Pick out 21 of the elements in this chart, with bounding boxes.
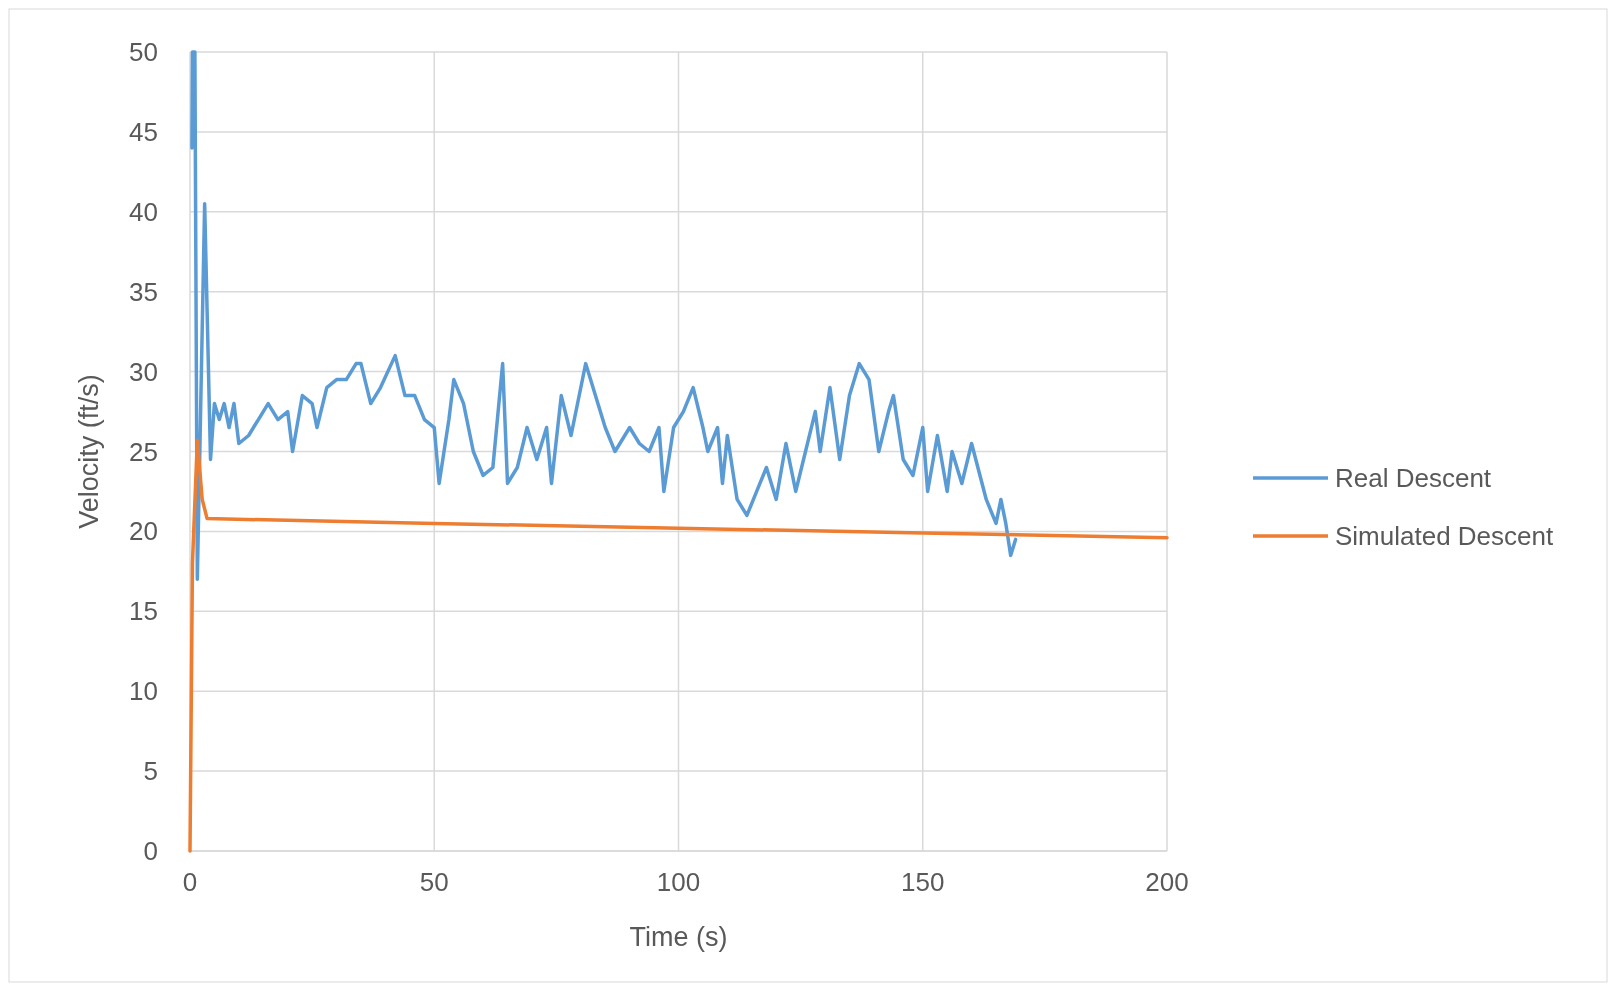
y-axis-title: Velocity (ft/s) [74,374,104,529]
y-tick-label: 20 [129,516,158,547]
y-tick-label: 50 [129,37,158,67]
x-tick-label: 100 [656,867,701,897]
x-tick-label: 50 [419,867,449,897]
y-tick-label: 10 [129,676,158,707]
legend-label: Simulated Descent [1335,521,1554,551]
y-tick-label: 25 [129,436,158,467]
x-tick-label: 0 [182,867,198,897]
y-tick-label: 30 [129,356,158,387]
line-series [190,50,1018,582]
y-tick-label: 15 [129,596,158,627]
legend-label: Real Descent [1335,463,1492,493]
x-axis-title: Time (s) [629,922,728,952]
y-tick-label: 0 [143,836,158,866]
x-tick-label: 200 [1145,867,1189,897]
y-tick-label: 45 [129,116,158,147]
y-tick-label: 35 [129,276,158,307]
y-tick-label: 5 [143,756,158,787]
y-tick-label: 40 [129,196,158,227]
x-tick-label: 150 [901,867,945,897]
